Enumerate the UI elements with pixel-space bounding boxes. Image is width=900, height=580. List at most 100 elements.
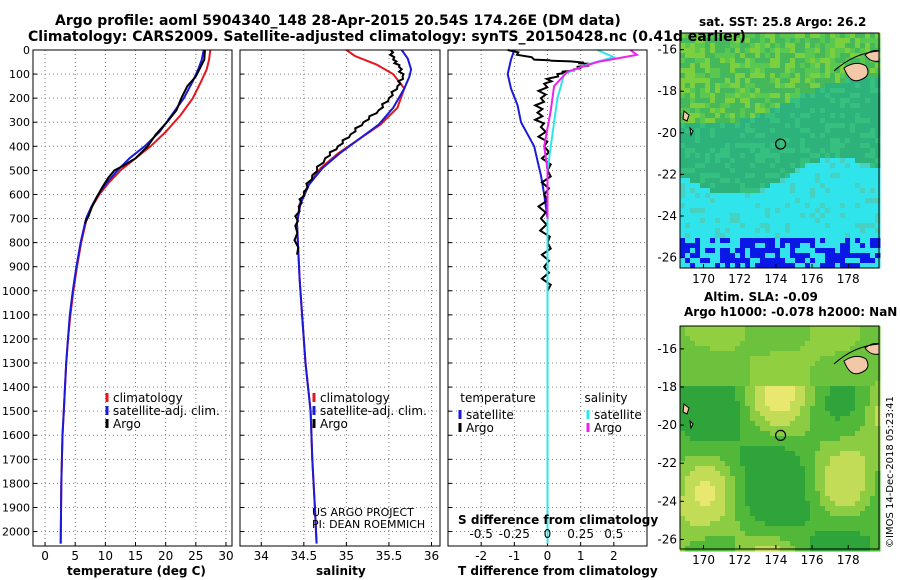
map-cell [825,233,831,239]
map-cell [780,168,786,174]
map-cell [710,361,716,367]
map-cell [845,521,851,527]
map-cell [715,213,721,219]
map-cell [715,103,721,109]
map-cell [725,386,731,392]
map-cell [790,73,796,79]
map-cell [690,188,696,194]
map-cell [720,516,726,522]
map-cell [860,148,866,154]
map-cell [840,376,846,382]
map-cell [865,446,871,452]
map-cell [800,133,806,139]
map-cell [875,481,881,487]
map-cell [870,73,876,79]
map-cell [820,188,826,194]
map-cell [825,461,831,467]
map-cell [840,531,846,537]
map-cell [680,43,686,49]
map-cell [715,341,721,347]
map-cell [720,208,726,214]
map-cell [685,178,691,184]
map-cell [775,476,781,482]
map-cell [690,88,696,94]
map-cell [700,113,706,119]
map-cell [790,526,796,532]
map-cell [715,218,721,224]
map-cell [780,78,786,84]
map-cell [830,331,836,337]
map-cell [835,396,841,402]
map-cell [775,198,781,204]
map-cell [800,73,806,79]
map-cell [830,436,836,442]
map-cell [725,133,731,139]
map-cell [785,108,791,114]
map-cell [805,411,811,417]
map-cell [680,511,686,517]
map-cell [685,118,691,124]
map-cell [875,243,881,249]
map-cell [790,486,796,492]
map-cell [715,501,721,507]
x-tick-label: 30 [218,549,233,563]
map-cell [750,436,756,442]
map-cell [770,153,776,159]
map-cell [755,446,761,452]
map-cell [835,83,841,89]
map-cell [830,376,836,382]
map-cell [850,541,856,547]
map-cell [865,471,871,477]
map-cell [720,113,726,119]
map-cell [685,336,691,342]
map-cell [835,223,841,229]
map-cell [710,188,716,194]
argo-location-marker [774,429,787,442]
map-cell [785,208,791,214]
map-cell [760,386,766,392]
map-cell [755,143,761,149]
map-cell [750,163,756,169]
map-cell [725,366,731,372]
map-cell [765,406,771,412]
map-cell [755,168,761,174]
map-cell [740,38,746,44]
map-cell [770,148,776,154]
map-cell [750,401,756,407]
map-cell [825,133,831,139]
map-cell [815,481,821,487]
map-cell [745,43,751,49]
map-cell [740,421,746,427]
map-cell [815,113,821,119]
map-cell [680,371,686,377]
map-cell [875,208,881,214]
map-cell [815,516,821,522]
map-cell [825,148,831,154]
map-cell [855,218,861,224]
map-cell [840,471,846,477]
map-cell [800,33,806,39]
map-cell [795,416,801,422]
map-cell [800,83,806,89]
map-cell [730,456,736,462]
map-cell [865,436,871,442]
map-cell [735,198,741,204]
map-cell [850,371,856,377]
map-cell [865,526,871,532]
map-cell [790,128,796,134]
map-cell [790,68,796,74]
map-cell [760,501,766,507]
map-cell [775,248,781,254]
map-cell [705,331,711,337]
map-cell [850,263,856,269]
map-cell [755,68,761,74]
map-cell [795,263,801,269]
map-cell [810,386,816,392]
map-cell [835,461,841,467]
map-cell [870,511,876,517]
map-cell [700,351,706,357]
map-cell [795,491,801,497]
map-cell [800,258,806,264]
map-cell [820,103,826,109]
map-cell [770,366,776,372]
